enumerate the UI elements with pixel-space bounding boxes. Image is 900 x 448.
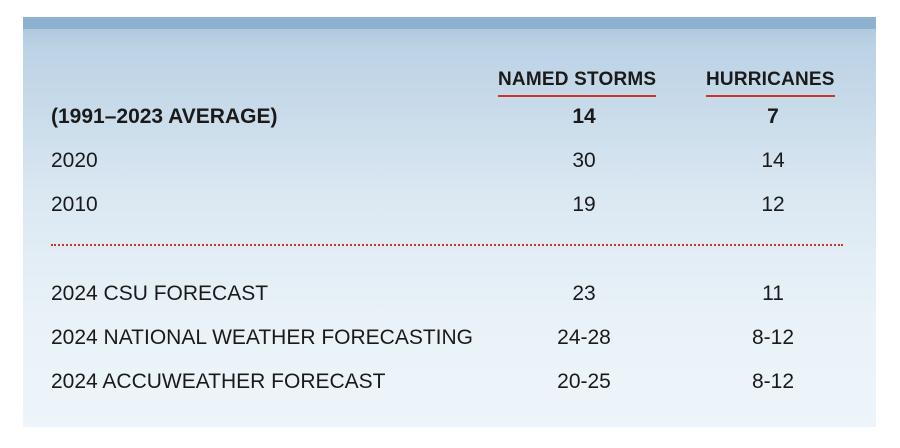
hurricanes-value: 11: [762, 282, 784, 305]
row-label: (1991–2023 AVERAGE): [51, 105, 278, 128]
table-row-2020: 2020 30 14: [23, 149, 876, 179]
table-row-2010: 2010 19 12: [23, 193, 876, 223]
named-storms-value: 30: [572, 149, 596, 172]
named-storms-value: 23: [572, 282, 596, 305]
row-label: 2024 CSU FORECAST: [51, 282, 269, 305]
row-label: 2010: [51, 193, 98, 216]
table-row-accuweather-forecast: 2024 ACCUWEATHER FORECAST 20-25 8-12: [23, 370, 876, 400]
hurricanes-value: 8-12: [751, 370, 795, 393]
row-label: 2024 NATIONAL WEATHER FORECASTING: [51, 326, 474, 349]
table-row-nwf-forecast: 2024 NATIONAL WEATHER FORECASTING 24-28 …: [23, 326, 876, 356]
named-storms-value: 14: [572, 105, 596, 128]
storm-table-panel: NAMED STORMS HURRICANES (1991–2023 AVERA…: [23, 17, 876, 427]
named-storms-value: 20-25: [557, 370, 611, 393]
hurricanes-value: 14: [761, 149, 785, 172]
named-storms-value: 24-28: [557, 326, 611, 349]
named-storms-value: 19: [572, 193, 596, 216]
table-row-average: (1991–2023 AVERAGE) 14 7: [23, 105, 876, 135]
row-label: 2020: [51, 149, 98, 172]
named-storms-header: NAMED STORMS: [498, 69, 657, 97]
hurricanes-header: HURRICANES: [706, 69, 835, 97]
hurricanes-value: 8-12: [751, 326, 795, 349]
hurricanes-value: 7: [767, 105, 779, 128]
table-row-csu-forecast: 2024 CSU FORECAST 23 11: [23, 282, 876, 312]
panel-top-bar: [23, 17, 876, 29]
row-label: 2024 ACCUWEATHER FORECAST: [51, 370, 386, 393]
hurricanes-value: 12: [761, 193, 785, 216]
dotted-divider: [51, 244, 843, 246]
